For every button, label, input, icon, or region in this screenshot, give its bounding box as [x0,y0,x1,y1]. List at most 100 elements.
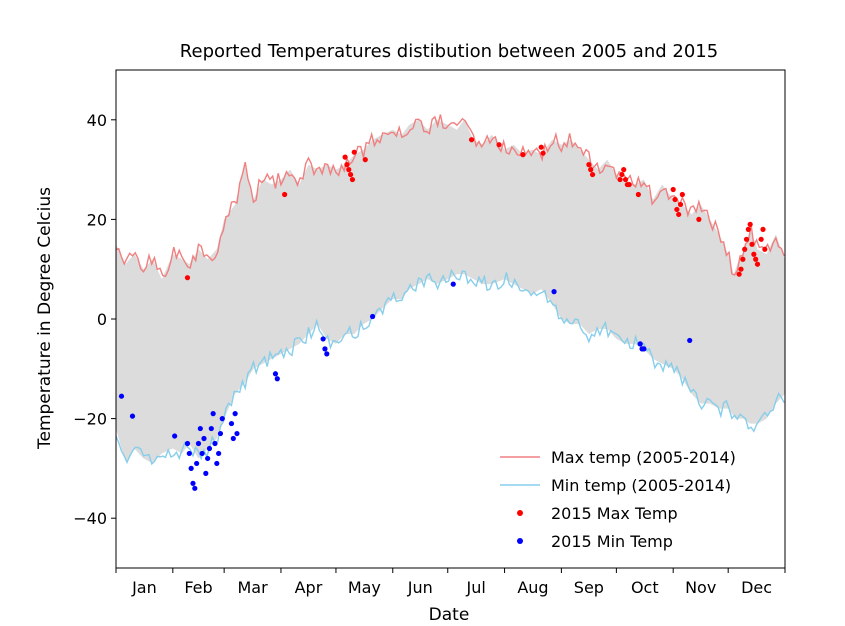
max-2015-point [540,150,546,156]
max-2015-point [344,162,350,168]
min-2015-point [450,281,456,287]
min-2015-point [190,480,196,486]
min-2015-point [210,411,216,417]
max-temp-line [115,114,785,278]
max-2015-point [617,176,623,183]
max-2015-point [749,241,755,247]
legend-label: Min temp (2005-2014) [551,476,731,495]
legend-swatch [517,538,523,544]
max-2015-point [538,144,544,150]
min-2015-point [194,460,200,467]
min-2015-point [230,435,236,442]
y-tick-label: 20 [87,210,107,229]
max-2015-point [588,167,594,173]
max-2015-point [696,216,702,222]
max-2015-point [677,201,684,208]
max-2015-point [679,191,685,198]
min-2015-point [551,289,557,295]
plot-area [115,114,785,491]
y-tick-label: −40 [73,509,107,528]
x-tick-label: Jul [466,578,486,597]
min-2015-point [228,420,235,427]
max-2015-point [589,171,596,178]
min-2015-point [687,337,693,344]
max-2015-point [736,271,742,277]
chart-title: Reported Temperatures distibution betwee… [180,41,718,62]
max-2015-point [342,154,348,160]
max-2015-point [619,171,625,178]
max-2015-point [351,149,357,155]
min-2015-point [217,430,224,437]
max-2015-point [622,176,629,183]
y-tick-label: 40 [87,111,107,130]
max-2015-point [753,256,759,262]
x-tick-label: May [348,578,381,597]
min-2015-point [322,346,328,352]
min-2015-point [184,440,191,447]
legend-swatch [517,510,523,516]
min-2015-point [320,336,326,342]
legend-label: 2015 Min Temp [551,532,673,551]
max-2015-point [282,191,288,198]
min-2015-point [216,450,222,457]
max-2015-point [349,176,356,183]
x-tick-label: Apr [295,578,323,597]
min-2015-point [129,413,136,419]
min-2015-point [208,425,214,432]
legend-label: Max temp (2005-2014) [551,448,736,467]
max-2015-point [740,256,746,262]
max-2015-point [626,181,632,188]
x-tick-label: Jan [131,578,157,597]
max-2015-point [468,137,475,143]
max-2015-point [621,167,627,173]
x-tick-label: Dec [741,578,772,597]
y-axis-label: Temperature in Degree Celcius [35,187,55,450]
max-2015-point [346,167,352,173]
x-tick-label: Jun [407,578,433,597]
min-2015-point [232,411,238,417]
min-2015-point [206,445,213,452]
max-2015-point [676,211,682,218]
x-tick-label: Sep [574,578,604,597]
max-2015-point [745,226,751,232]
legend-label: 2015 Max Temp [551,504,678,523]
max-2015-point [586,162,592,168]
min-2015-point [192,485,198,491]
min-2015-point [203,470,209,476]
min-2015-point [188,465,194,471]
y-tick-label: 0 [97,310,107,329]
min-2015-point [186,450,192,457]
min-2015-point [219,416,225,422]
max-2015-point [520,152,526,158]
min-2015-point [201,435,207,442]
min-2015-point [172,433,178,439]
y-tick-label: −20 [73,410,107,429]
min-2015-point [214,460,220,467]
min-2015-point [637,341,643,347]
x-tick-label: Aug [517,578,548,597]
max-2015-point [496,142,502,148]
min-2015-point [272,371,279,377]
max-2015-point [635,191,641,198]
x-tick-label: Nov [685,578,716,597]
x-tick-label: Mar [237,578,268,597]
min-2015-point [118,393,125,399]
legend: Max temp (2005-2014) Min temp (2005-2014)… [500,448,736,551]
min-2015-point [234,430,240,437]
max-2015-point [754,261,761,267]
max-2015-point [184,275,191,281]
max-2015-point [747,221,753,227]
min-2015-point [195,440,202,447]
min-2015-point [641,346,647,352]
fill-between-band [116,119,785,464]
max-2015-point [674,206,680,213]
max-2015-point [362,157,368,163]
max-2015-point [348,171,354,178]
max-2015-point [672,196,678,203]
max-2015-point [751,251,757,257]
max-2015-point [762,246,768,252]
x-axis-label: Date [429,605,470,625]
max-2015-point [738,266,744,272]
min-2015-point [205,455,211,462]
